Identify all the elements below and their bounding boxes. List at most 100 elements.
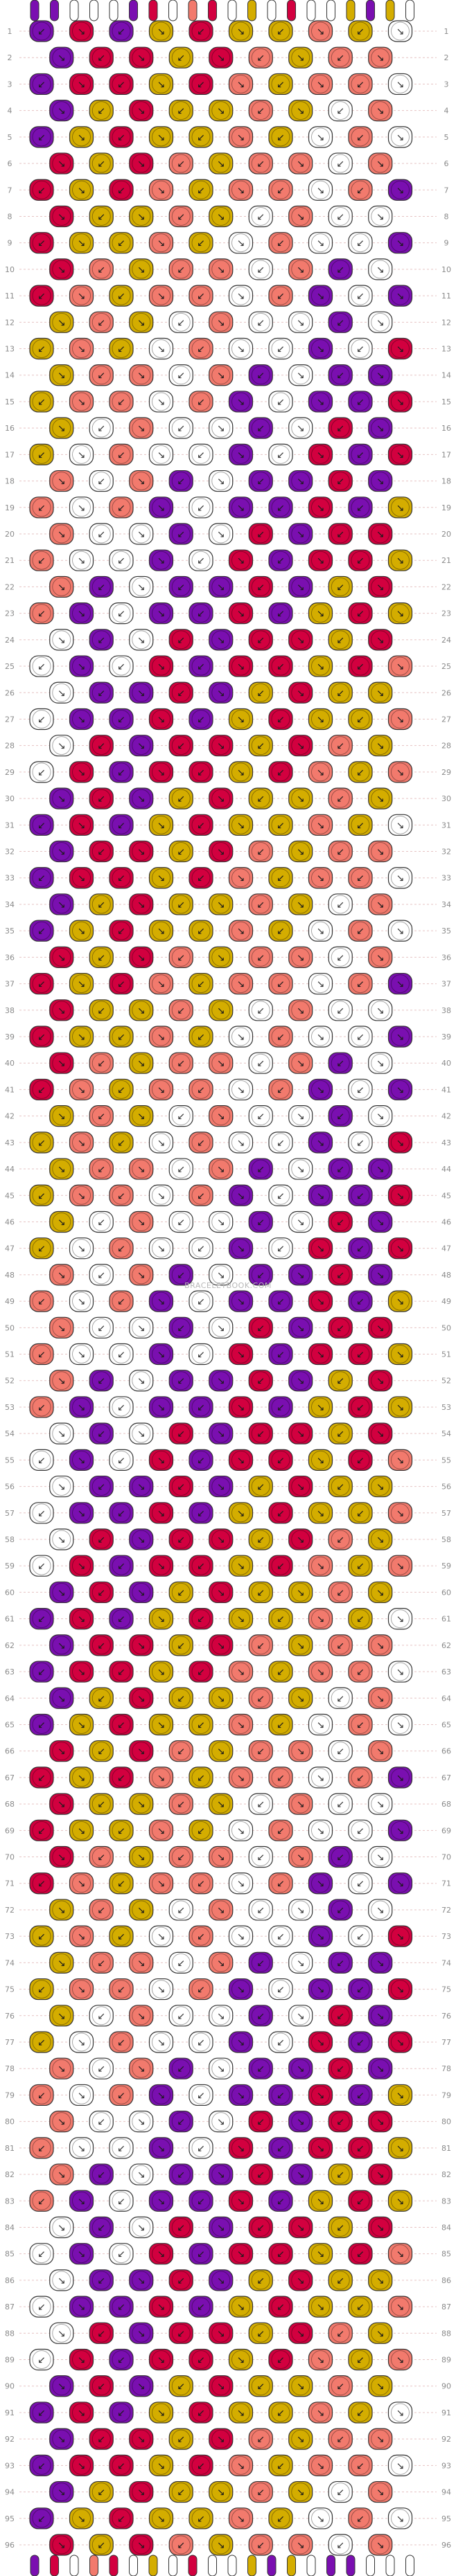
- knot-arrow: ↘: [78, 1244, 86, 1255]
- row-number: 72: [5, 1906, 15, 1915]
- row-number: 59: [441, 1562, 451, 1571]
- knot-arrow: ↘: [78, 2037, 86, 2048]
- knot-core: [251, 1742, 270, 1761]
- knot-arrow: ↙: [356, 1508, 365, 1519]
- knot-arrow: ↘: [396, 2249, 405, 2260]
- knot-arrow: ↙: [117, 1667, 125, 1678]
- knot-core: [72, 127, 91, 147]
- knot-arrow: ↘: [376, 2328, 385, 2339]
- knot-arrow: ↙: [256, 2487, 265, 2498]
- knot-arrow: ↘: [376, 317, 385, 328]
- knot-arrow: ↘: [157, 1244, 166, 1255]
- knot-core: [211, 472, 231, 491]
- knot-core: [32, 339, 51, 359]
- knot-arrow: ↘: [78, 2460, 86, 2471]
- knot-core: [211, 1477, 231, 1496]
- knot-core: [291, 101, 310, 120]
- knot-arrow: ↘: [58, 1746, 66, 1757]
- knot-arrow: ↙: [177, 1587, 185, 1598]
- knot-core: [152, 1186, 170, 1205]
- knot-arrow: ↘: [396, 2460, 405, 2471]
- knot-arrow: ↙: [277, 397, 285, 408]
- string-bottom: [188, 2555, 198, 2576]
- row-number: 28: [441, 742, 451, 751]
- knot-arrow: ↘: [297, 2381, 305, 2392]
- knot-arrow: ↘: [237, 820, 245, 831]
- knot-core: [112, 1345, 131, 1364]
- row-number: 79: [441, 2091, 451, 2100]
- knot-core: [72, 1450, 91, 1469]
- knot-arrow: ↙: [97, 2275, 105, 2287]
- knot-core: [132, 1371, 151, 1390]
- knot-arrow: ↘: [376, 2117, 385, 2128]
- knot-arrow: ↘: [58, 1217, 66, 1228]
- knot-core: [391, 339, 410, 359]
- knot-core: [72, 1821, 91, 1840]
- knot-core: [331, 1001, 350, 1020]
- knot-arrow: ↘: [217, 2222, 225, 2233]
- knot-arrow: ↘: [237, 132, 245, 143]
- knot-core: [311, 1715, 330, 1734]
- row-number: 44: [441, 1165, 451, 1174]
- knot-core: [231, 445, 250, 464]
- row-number: 40: [441, 1059, 451, 1068]
- knot-core: [191, 1133, 211, 1152]
- knot-arrow: ↘: [317, 1350, 325, 1361]
- knot-arrow: ↙: [117, 2514, 125, 2525]
- knot-arrow: ↘: [157, 1032, 166, 1043]
- knot-arrow: ↘: [58, 1482, 66, 1493]
- knot-arrow: ↙: [277, 714, 285, 725]
- string-top: [168, 0, 177, 21]
- knot-core: [91, 842, 111, 861]
- row-number: 81: [5, 2144, 15, 2153]
- knot-core: [371, 154, 390, 173]
- knot-core: [191, 604, 211, 623]
- knot-arrow: ↘: [396, 449, 405, 460]
- knot-arrow: ↘: [78, 2196, 86, 2207]
- knot-core: [251, 895, 270, 914]
- knot-arrow: ↙: [197, 555, 205, 566]
- knot-arrow: ↘: [78, 1084, 86, 1095]
- knot-core: [231, 1080, 250, 1099]
- knot-core: [191, 868, 211, 888]
- row-number: 2: [444, 53, 449, 62]
- knot-arrow: ↙: [356, 873, 365, 884]
- knot-arrow: ↙: [97, 2222, 105, 2233]
- knot-arrow: ↘: [376, 1958, 385, 1969]
- knot-arrow: ↙: [177, 370, 185, 382]
- knot-arrow: ↘: [396, 2514, 405, 2525]
- knot-arrow: ↘: [137, 529, 146, 540]
- row-number: 94: [5, 2488, 15, 2497]
- row-number: 39: [5, 1032, 15, 1041]
- knot-core: [52, 206, 71, 226]
- knot-arrow: ↙: [256, 2434, 265, 2445]
- row-number: 46: [441, 1217, 451, 1226]
- knot-arrow: ↙: [177, 1270, 185, 1281]
- knot-core: [251, 1371, 270, 1390]
- knot-core: [132, 1318, 151, 1337]
- knot-arrow: ↘: [396, 714, 405, 725]
- knot-arrow: ↙: [97, 1323, 105, 1334]
- knot-arrow: ↙: [97, 1482, 105, 1493]
- knot-arrow: ↙: [97, 211, 105, 222]
- knot-arrow: ↙: [177, 1376, 185, 1387]
- knot-core: [231, 1450, 250, 1469]
- knot-arrow: ↙: [336, 529, 344, 540]
- knot-arrow: ↘: [297, 794, 305, 805]
- knot-arrow: ↙: [177, 1640, 185, 1652]
- knot-arrow: ↘: [58, 317, 66, 328]
- knot-arrow: ↙: [256, 106, 265, 117]
- knot-core: [132, 1636, 151, 1655]
- knot-arrow: ↘: [78, 1402, 86, 1413]
- knot-arrow: ↙: [336, 211, 344, 222]
- knot-arrow: ↙: [97, 1799, 105, 1810]
- knot-arrow: ↙: [117, 609, 125, 620]
- row-number: 51: [441, 1350, 451, 1359]
- knot-arrow: ↙: [37, 2249, 46, 2260]
- knot-arrow: ↘: [317, 344, 325, 355]
- knot-core: [91, 789, 111, 808]
- knot-arrow: ↙: [277, 2037, 285, 2048]
- knot-arrow: ↘: [297, 1323, 305, 1334]
- knot-core: [351, 1080, 370, 1099]
- knot-core: [231, 74, 250, 93]
